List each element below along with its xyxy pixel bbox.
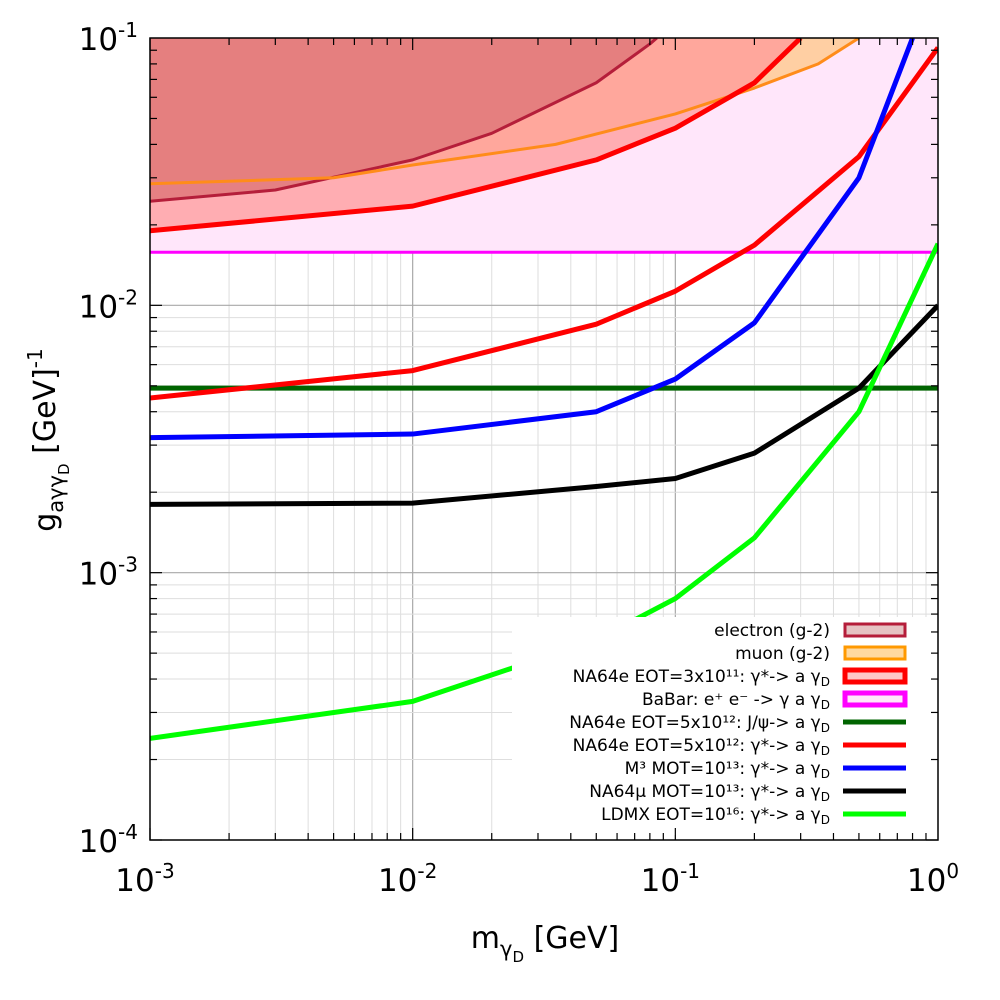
na64e-3e11-line [150, 38, 803, 234]
legend-label: BaBar: e⁺ e⁻ -> γ a γD [642, 690, 830, 712]
legend-label: muon (g-2) [735, 644, 830, 664]
ldmx-line [150, 242, 938, 741]
y-tick-label: 10-3 [79, 553, 138, 593]
exclusion-regions [150, 38, 938, 253]
x-tick-label: 10-2 [378, 859, 437, 899]
legend-entry: electron (g-2) [714, 621, 907, 641]
legend-label: NA64μ MOT=10¹³: γ*-> a γD [589, 782, 830, 804]
x-tick-label: 10-3 [115, 859, 174, 899]
legend-label: NA64e EOT=5x10¹²: J/ψ-> a γD [569, 713, 830, 735]
y-tick-label: 10-4 [79, 820, 138, 860]
legend-swatch [842, 667, 908, 685]
legend-label: electron (g-2) [714, 621, 830, 641]
legend-entry: NA64e EOT=5x10¹²: J/ψ-> a γD [569, 713, 906, 735]
y-tick-label: 10-1 [79, 18, 138, 58]
electron-g2-region [150, 38, 657, 202]
legend-entry: BaBar: e⁺ e⁻ -> γ a γD [642, 690, 908, 712]
legend-label: LDMX EOT=10¹⁶: γ*-> a γD [601, 805, 830, 827]
y-axis-title-group: gaγγD [GeV]-1 [23, 348, 73, 531]
legend-label: M³ MOT=10¹³: γ*-> a γD [625, 759, 830, 781]
legend-entry: NA64e EOT=3x10¹¹: γ*-> a γD [573, 667, 908, 689]
legend-entry: NA64μ MOT=10¹³: γ*-> a γD [589, 782, 906, 804]
legend: electron (g-2) muon (g-2) NA64e EOT=3x10¹¹… [512, 617, 936, 835]
axis-ticks [149, 38, 938, 841]
legend-swatch [843, 645, 907, 661]
legend-label: NA64e EOT=3x10¹¹: γ*-> a γD [573, 667, 830, 689]
y-tick-label: 10-2 [79, 285, 138, 325]
x-tick-label: 100 [907, 859, 959, 899]
na64e-5e12-line [150, 46, 938, 401]
plot-frame [149, 37, 939, 841]
legend-swatch [842, 690, 908, 708]
y-axis-title: gaγγD [GeV]-1 [23, 348, 73, 531]
curves [150, 38, 938, 741]
muon-g2-line [150, 38, 860, 186]
na64mu-line [150, 303, 938, 507]
m3-line [150, 38, 915, 441]
legend-entry: NA64e EOT=5x10¹²: γ*-> a γD [573, 736, 906, 758]
legend-entry: muon (g-2) [735, 644, 907, 664]
legend-swatch [843, 622, 907, 638]
x-tick-label: 10-1 [641, 859, 700, 899]
legend-label: NA64e EOT=5x10¹²: γ*-> a γD [573, 736, 830, 758]
legend-entry: M³ MOT=10¹³: γ*-> a γD [625, 759, 906, 781]
legend-entry: LDMX EOT=10¹⁶: γ*-> a γD [601, 805, 906, 827]
x-axis-title: mγD [GeV] [471, 921, 619, 966]
